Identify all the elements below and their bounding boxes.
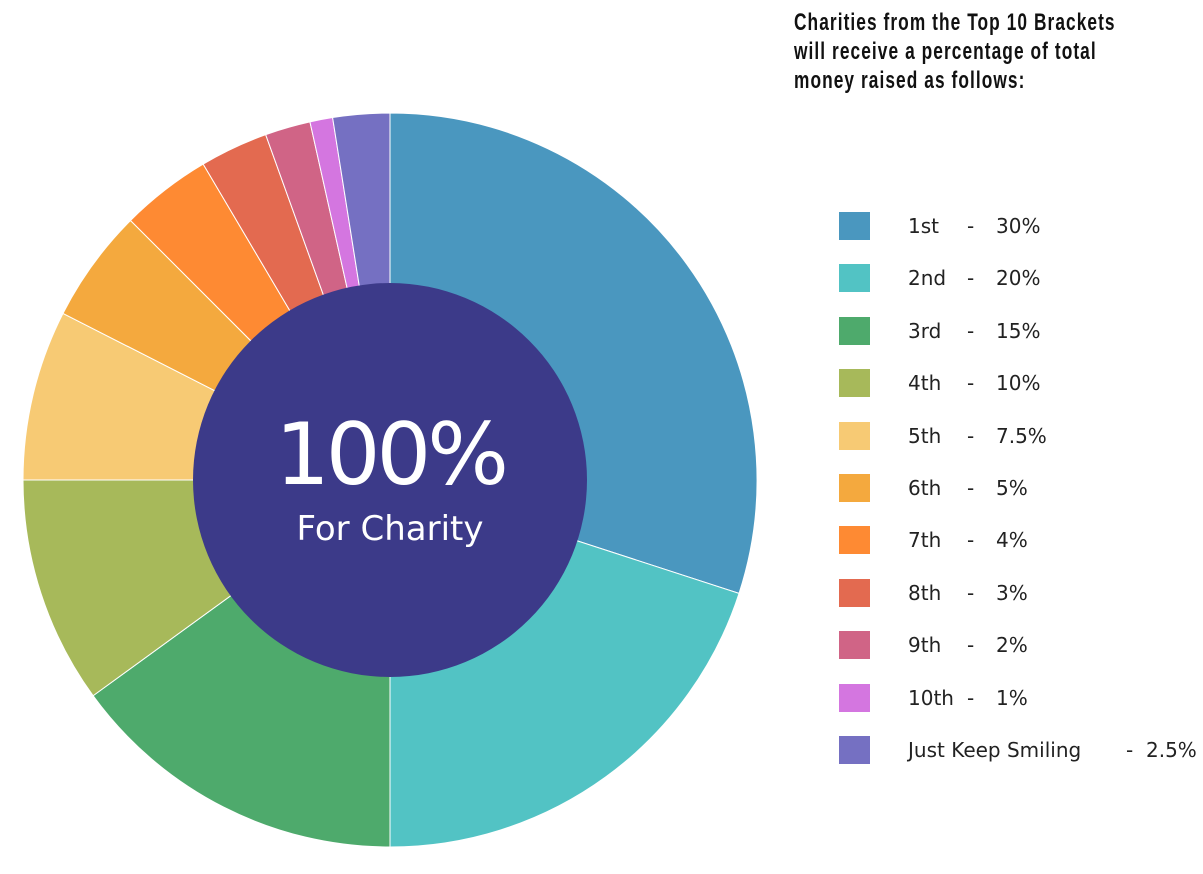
legend-dash: - bbox=[967, 371, 975, 396]
center-caption: For Charity bbox=[297, 509, 484, 549]
legend-value: 7.5% bbox=[996, 423, 1047, 448]
legend-label: 1st bbox=[908, 214, 939, 238]
legend-label: 5th bbox=[908, 423, 942, 448]
legend-value: 20% bbox=[996, 266, 1041, 291]
legend-label: 9th bbox=[908, 633, 942, 658]
legend-label: 8th bbox=[908, 580, 942, 605]
legend-value: 2.5% bbox=[1146, 738, 1197, 762]
legend-label: 2nd bbox=[908, 266, 947, 291]
donut-center bbox=[193, 283, 587, 677]
legend-value: 3% bbox=[996, 580, 1028, 605]
legend-value: 15% bbox=[996, 318, 1041, 343]
legend-dash: - bbox=[1126, 738, 1134, 762]
legend-dash: - bbox=[967, 266, 975, 291]
legend-dash: - bbox=[967, 580, 975, 605]
legend-swatch bbox=[839, 578, 870, 607]
legend-item: 10th -1% bbox=[839, 683, 1199, 714]
title-line: will receive a percentage of total bbox=[794, 38, 1097, 65]
legend-dash: - bbox=[967, 528, 975, 553]
chart-title: Charities from the Top 10 Brackets will … bbox=[794, 8, 1168, 95]
legend-swatch bbox=[839, 474, 870, 502]
legend-swatch bbox=[839, 683, 870, 712]
legend-dash: - bbox=[967, 476, 975, 500]
legend-value: 4% bbox=[996, 528, 1028, 553]
legend-dash: - bbox=[967, 318, 975, 343]
legend-swatch bbox=[839, 369, 870, 398]
legend-value: 5% bbox=[996, 476, 1028, 500]
legend-label: 10th bbox=[908, 685, 954, 710]
legend-label: Just Keep Smiling bbox=[908, 738, 1082, 762]
legend-item: 8th -3% bbox=[839, 578, 1199, 609]
legend-swatch bbox=[839, 631, 870, 660]
legend-label: 6th bbox=[908, 476, 942, 500]
center-percentage: 100% bbox=[275, 405, 505, 505]
donut-chart: 100%For Charity bbox=[22, 112, 758, 848]
legend-swatch bbox=[839, 736, 870, 764]
legend-item: 7th -4% bbox=[839, 526, 1199, 556]
legend-value: 10% bbox=[996, 371, 1041, 396]
legend-dash: - bbox=[967, 214, 975, 238]
legend-swatch bbox=[839, 526, 870, 555]
legend-swatch bbox=[839, 212, 870, 240]
legend-swatch bbox=[839, 264, 870, 293]
legend-item: 2nd -20% bbox=[839, 264, 1199, 294]
legend-label: 7th bbox=[908, 528, 942, 553]
legend-dash: - bbox=[967, 685, 975, 710]
title-line: Charities from the Top 10 Brackets bbox=[794, 9, 1116, 36]
legend-item: 4th -10% bbox=[839, 369, 1199, 399]
legend-value: 2% bbox=[996, 633, 1028, 658]
legend-label: 4th bbox=[908, 371, 942, 396]
legend-swatch bbox=[839, 316, 870, 345]
legend-item: 9th -2% bbox=[839, 631, 1199, 661]
legend-item: 3rd -15% bbox=[839, 316, 1199, 347]
legend-label: 3rd bbox=[908, 318, 942, 343]
legend-dash: - bbox=[967, 423, 975, 448]
legend-value: 1% bbox=[996, 685, 1028, 710]
legend-item: 1st -30% bbox=[839, 212, 1199, 242]
title-line: money raised as follows: bbox=[794, 67, 1026, 94]
legend-item: 6th -5% bbox=[839, 474, 1199, 504]
legend-value: 30% bbox=[996, 214, 1041, 238]
legend-swatch bbox=[839, 421, 870, 450]
legend-dash: - bbox=[967, 633, 975, 658]
legend-item: 5th -7.5% bbox=[839, 421, 1199, 452]
legend-item: Just Keep Smiling -2.5% bbox=[839, 736, 1199, 766]
